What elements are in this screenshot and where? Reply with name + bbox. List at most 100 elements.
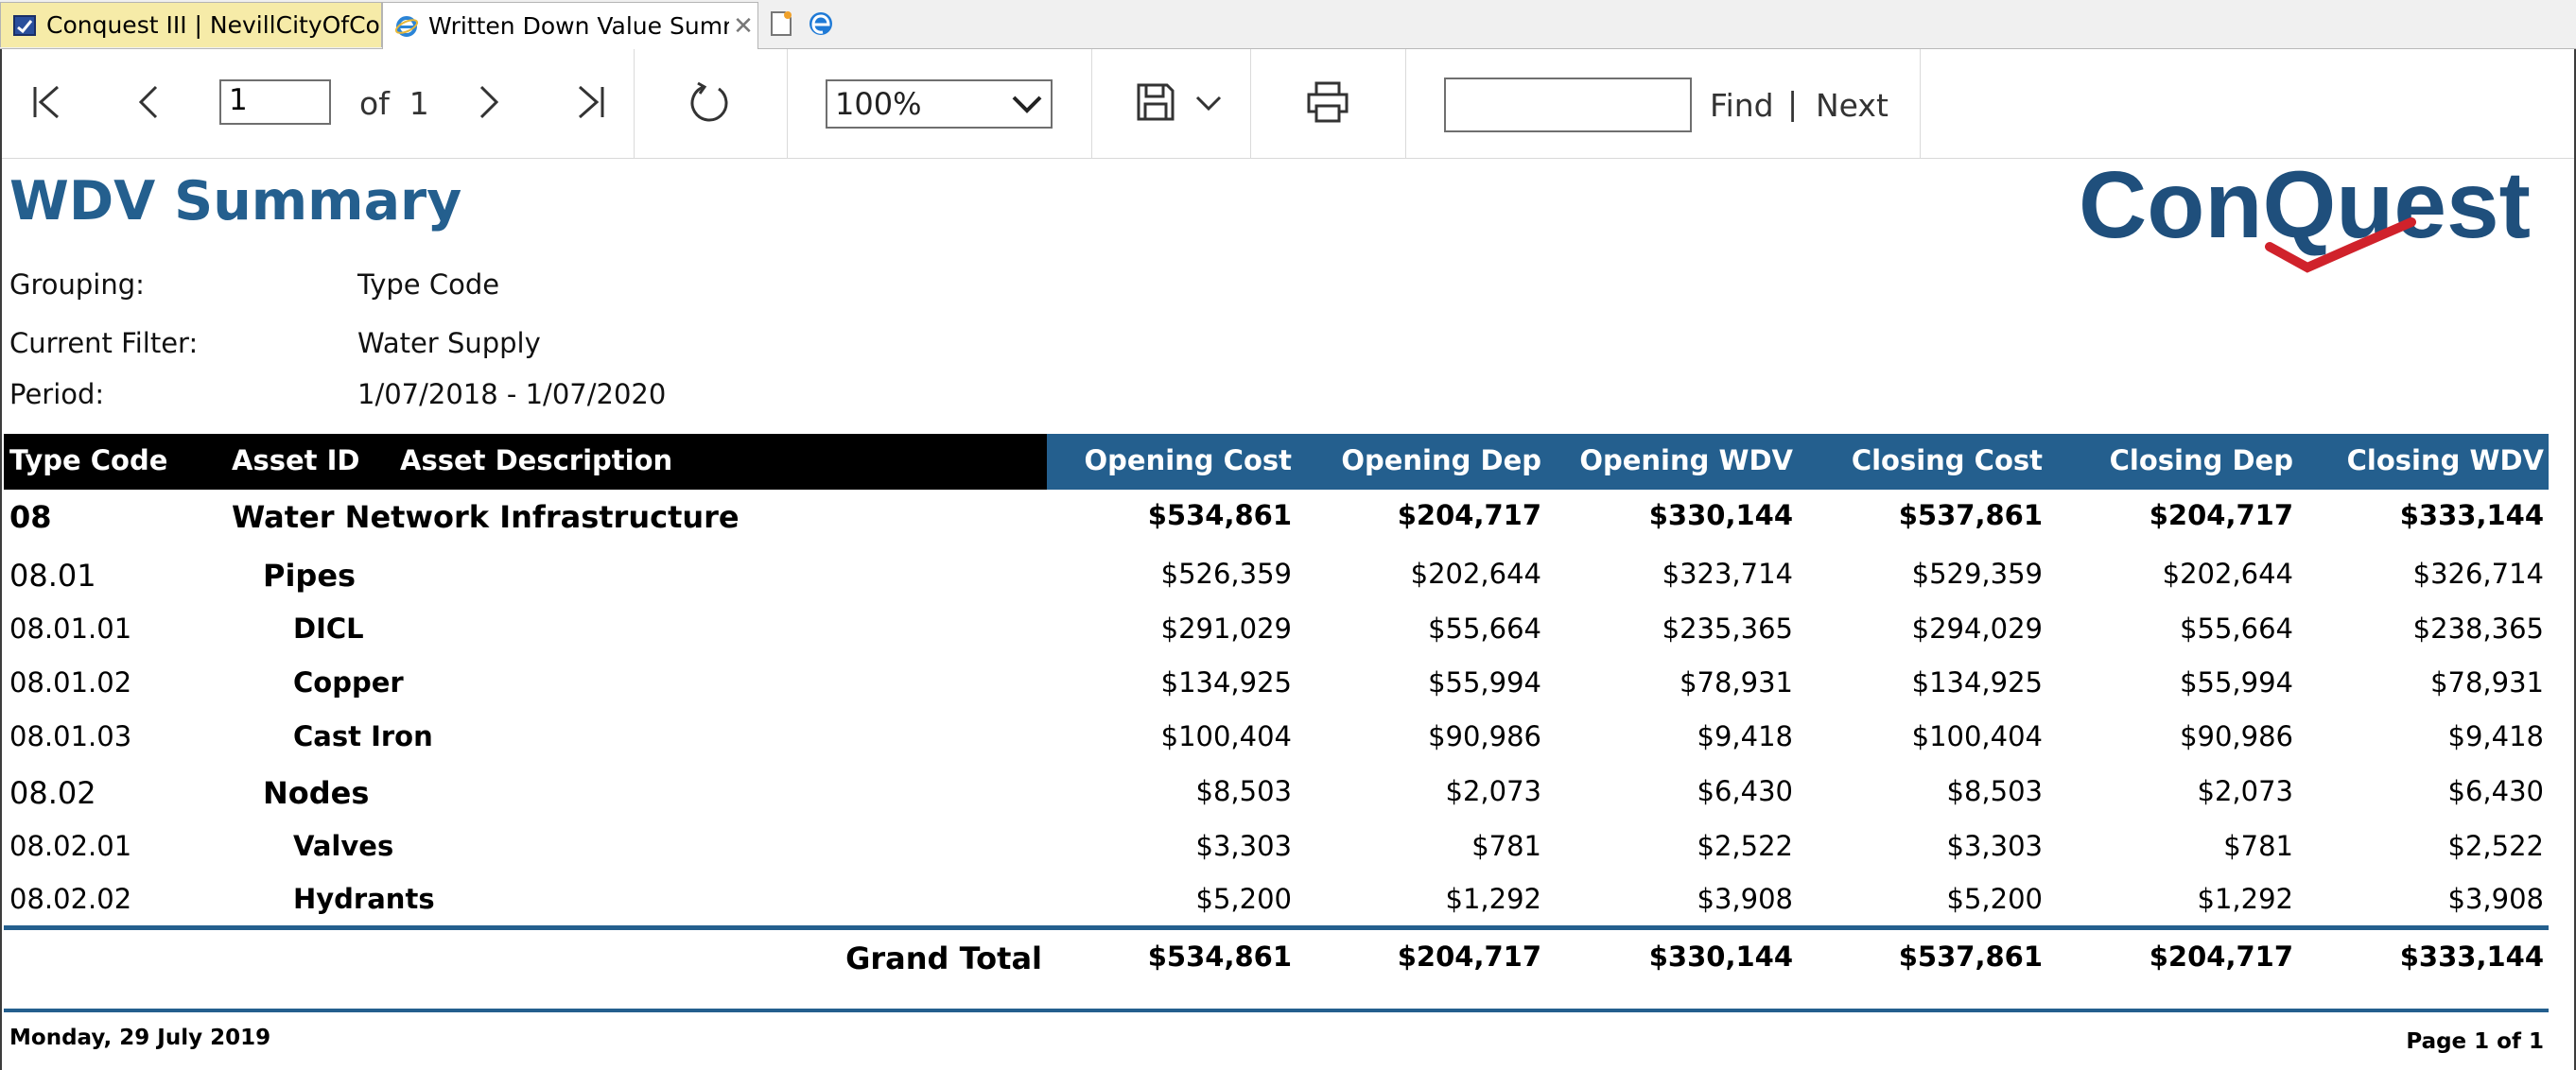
closing-wdv-cell: $333,144 [2399, 499, 2544, 531]
next-page-button[interactable] [463, 78, 514, 127]
closing-dep-cell: $202,644 [2162, 558, 2293, 590]
header-asset-id: Asset ID [232, 444, 360, 476]
page-count-text: of 1 [359, 85, 429, 122]
first-page-icon [33, 85, 59, 119]
toolbar-divider [1920, 49, 1921, 159]
opening-dep-cell: $55,994 [1428, 666, 1541, 699]
opening-dep-cell: $55,664 [1428, 613, 1541, 645]
page-number-input[interactable]: 1 [219, 79, 331, 125]
prev-page-button[interactable] [123, 78, 174, 127]
asset-description-cell: Nodes [263, 775, 370, 811]
type-code-cell: 08.02.01 [9, 830, 132, 862]
type-code-cell: 08.01.03 [9, 720, 132, 752]
table-header-left [4, 434, 1047, 490]
type-code-cell: 08.02.02 [9, 883, 132, 915]
closing-wdv-cell: $9,418 [2447, 720, 2544, 752]
app-tab-icon [13, 14, 36, 36]
close-tab-icon[interactable]: ✕ [733, 11, 754, 41]
opening-cost-cell: $526,359 [1160, 558, 1292, 590]
find-link[interactable]: Find [1710, 87, 1774, 124]
closing-wdv-cell: $326,714 [2412, 558, 2544, 590]
last-page-icon [579, 85, 604, 119]
toolbar-divider [1405, 49, 1406, 159]
toolbar-divider [1091, 49, 1092, 159]
print-button[interactable] [1303, 78, 1352, 127]
find-separator: | [1787, 85, 1799, 122]
conquest-logo: ConQuest [2079, 156, 2531, 273]
closing-cost-cell: $537,861 [1898, 499, 2043, 531]
browser-tab-strip: Conquest III | NevillCityOfConq... Writt… [0, 0, 2576, 49]
opening-wdv-cell: $3,908 [1697, 883, 1793, 915]
opening-dep-cell: $90,986 [1428, 720, 1541, 752]
opening-wdv-cell: $6,430 [1697, 775, 1793, 807]
closing-wdv-cell: $3,908 [2447, 883, 2544, 915]
opening-cost-cell: $3,303 [1195, 830, 1292, 862]
type-code-cell: 08 [9, 499, 52, 535]
zoom-select[interactable]: 100% [826, 79, 1053, 129]
opening-cost-cell: $8,503 [1195, 775, 1292, 807]
closing-cost-cell: $529,359 [1911, 558, 2043, 590]
tab-conquest[interactable]: Conquest III | NevillCityOfConq... [0, 2, 382, 47]
type-code-cell: 08.01 [9, 558, 96, 594]
footer-rule [4, 1009, 2549, 1012]
table-header-right [1047, 434, 2549, 490]
next-page-icon [479, 85, 499, 119]
closing-wdv-cell: $78,931 [2430, 666, 2544, 699]
toolbar-divider [634, 49, 635, 159]
closing-dep-cell: $2,073 [2197, 775, 2293, 807]
grand-total-closing-dep: $204,717 [2149, 941, 2293, 973]
grand-total-closing-cost: $537,861 [1898, 941, 2043, 973]
edge-icon[interactable] [804, 6, 838, 42]
report-date: Monday, 29 July 2019 [9, 1026, 271, 1050]
grand-total-closing-wdv: $333,144 [2399, 941, 2544, 973]
refresh-button[interactable] [683, 76, 736, 129]
opening-dep-cell: $781 [1471, 830, 1541, 862]
closing-dep-cell: $1,292 [2197, 883, 2293, 915]
opening-wdv-cell: $330,144 [1648, 499, 1793, 531]
closing-wdv-cell: $6,430 [2447, 775, 2544, 807]
header-opening-wdv: Opening WDV [1579, 444, 1793, 476]
chevron-down-icon [1012, 95, 1042, 113]
meta-value-filter: Water Supply [357, 327, 541, 359]
window-edge-right [2574, 49, 2576, 1070]
export-button[interactable] [1133, 78, 1178, 127]
first-page-button[interactable] [21, 78, 72, 127]
new-tab-icon[interactable] [764, 6, 798, 42]
asset-description-cell: Cast Iron [293, 720, 433, 752]
asset-description-cell: Hydrants [293, 883, 435, 915]
toolbar-divider [1250, 49, 1251, 159]
last-page-button[interactable] [566, 78, 617, 127]
opening-dep-cell: $1,292 [1445, 883, 1541, 915]
header-closing-dep: Closing Dep [2109, 444, 2293, 476]
grand-total-rule [4, 925, 2549, 930]
closing-dep-cell: $55,994 [2180, 666, 2293, 699]
grand-total-opening-dep: $204,717 [1397, 941, 1541, 973]
window-edge-left [0, 49, 2, 1070]
tab-wdv-summary[interactable]: Written Down Value Summa... ✕ [382, 2, 758, 49]
find-input[interactable] [1444, 78, 1692, 132]
page-indicator: Page 1 of 1 [2406, 1029, 2544, 1054]
closing-cost-cell: $8,503 [1946, 775, 2043, 807]
opening-wdv-cell: $323,714 [1662, 558, 1793, 590]
opening-wdv-cell: $78,931 [1680, 666, 1793, 699]
closing-dep-cell: $204,717 [2149, 499, 2293, 531]
opening-cost-cell: $100,404 [1160, 720, 1292, 752]
asset-description-cell: Copper [293, 666, 404, 699]
next-link[interactable]: Next [1816, 87, 1888, 124]
meta-label-filter: Current Filter: [9, 327, 199, 359]
closing-cost-cell: $134,925 [1911, 666, 2043, 699]
export-dropdown[interactable] [1190, 87, 1227, 119]
print-icon [1307, 81, 1349, 123]
refresh-icon [690, 81, 728, 122]
asset-description-cell: Water Network Infrastructure [232, 499, 740, 535]
grand-total-opening-cost: $534,861 [1147, 941, 1292, 973]
asset-description-cell: Valves [293, 830, 394, 862]
header-opening-dep: Opening Dep [1341, 444, 1541, 476]
closing-cost-cell: $3,303 [1946, 830, 2043, 862]
grand-total-opening-wdv: $330,144 [1648, 941, 1793, 973]
closing-wdv-cell: $2,522 [2447, 830, 2544, 862]
asset-description-cell: DICL [293, 613, 364, 645]
opening-cost-cell: $534,861 [1147, 499, 1292, 531]
tab-label: Written Down Value Summa... [428, 12, 729, 40]
opening-dep-cell: $2,073 [1445, 775, 1541, 807]
